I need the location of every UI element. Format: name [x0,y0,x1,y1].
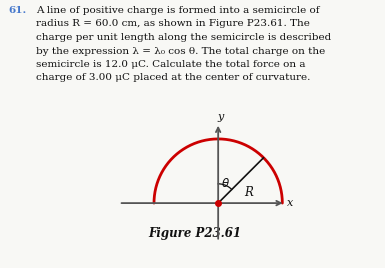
Text: y: y [218,111,224,122]
Text: $\theta$: $\theta$ [221,177,230,190]
Text: charge per unit length along the semicircle is described: charge per unit length along the semicir… [36,33,331,42]
Text: charge of 3.00 μC placed at the center of curvature.: charge of 3.00 μC placed at the center o… [36,73,310,83]
Text: R: R [244,185,253,199]
Text: 61.: 61. [8,6,26,15]
Text: Figure P23.61: Figure P23.61 [148,227,241,240]
Text: radius R = 60.0 cm, as shown in Figure P23.61. The: radius R = 60.0 cm, as shown in Figure P… [36,20,310,28]
Text: A line of positive charge is formed into a semicircle of: A line of positive charge is formed into… [36,6,320,15]
Text: x: x [288,198,294,208]
Text: by the expression λ = λ₀ cos θ. The total charge on the: by the expression λ = λ₀ cos θ. The tota… [36,47,325,55]
Text: semicircle is 12.0 μC. Calculate the total force on a: semicircle is 12.0 μC. Calculate the tot… [36,60,306,69]
